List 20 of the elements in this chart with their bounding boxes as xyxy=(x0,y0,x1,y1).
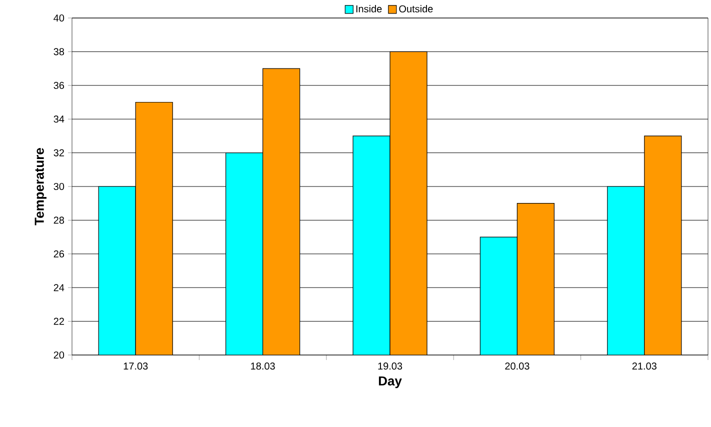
x-tick-label: 18.03 xyxy=(251,362,275,370)
x-axis-title: Day xyxy=(378,376,402,388)
x-tick-label: 17.03 xyxy=(124,362,148,370)
y-tick-label: 22 xyxy=(54,318,64,325)
y-tick-label: 34 xyxy=(54,116,64,123)
x-tick-label: 20.03 xyxy=(505,362,530,370)
y-tick-label: 32 xyxy=(54,149,64,156)
y-tick-label: 28 xyxy=(54,216,64,224)
y-tick-label: 38 xyxy=(54,48,64,56)
x-tick-label: 21.03 xyxy=(632,362,656,370)
y-tick-label: 36 xyxy=(54,82,64,89)
y-axis-title: Temperature xyxy=(34,148,46,226)
y-tick-label: 20 xyxy=(54,351,64,359)
legend-label: Outside xyxy=(399,5,433,12)
x-tick-label: 19.03 xyxy=(378,362,402,370)
y-tick-label: 24 xyxy=(54,284,64,292)
y-tick-label: 30 xyxy=(54,182,64,190)
y-tick-label: 40 xyxy=(54,14,64,22)
legend-label: Inside xyxy=(356,5,382,12)
y-tick-label: 26 xyxy=(54,250,64,258)
